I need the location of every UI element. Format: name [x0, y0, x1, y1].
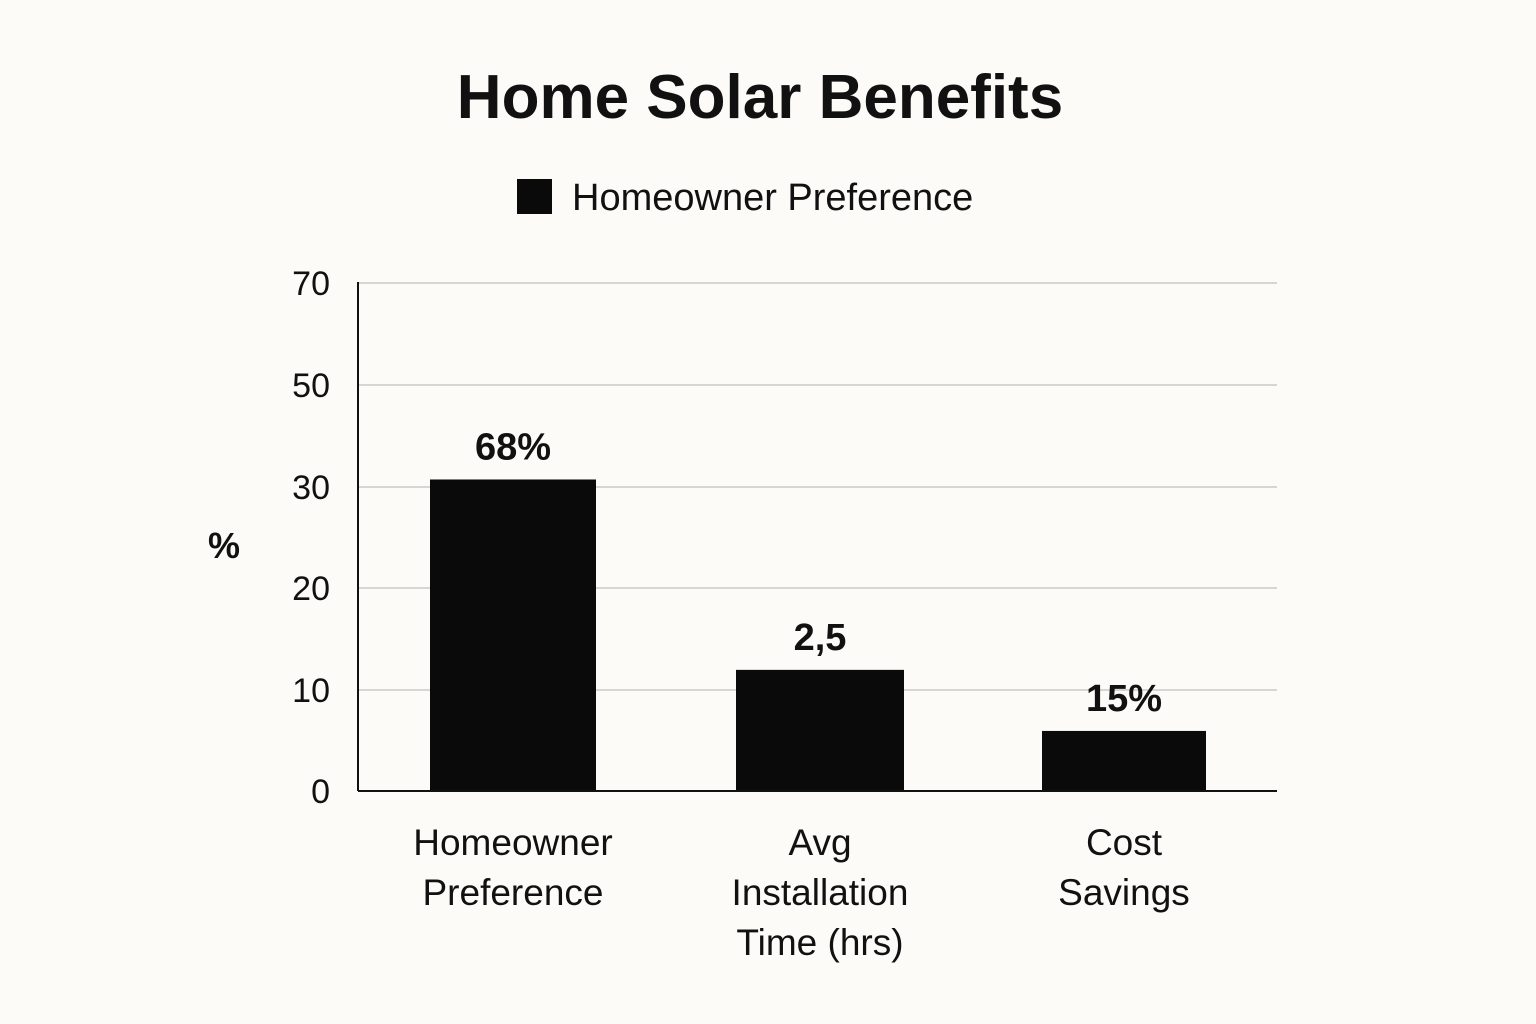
- x-tick-label: Cost Savings: [1058, 822, 1190, 913]
- y-tick-label: 70: [292, 265, 330, 303]
- chart-title: Home Solar Benefits: [457, 63, 1063, 132]
- bar: [1042, 730, 1206, 791]
- x-tick-label: Avg Installation Time (hrs): [732, 822, 909, 963]
- y-tick-label: 50: [292, 367, 330, 405]
- bars: [430, 479, 1206, 791]
- bar-value-label: 15%: [1086, 678, 1162, 720]
- y-tick-label: 0: [311, 773, 330, 811]
- x-tick-label: Homeowner Preference: [413, 822, 612, 913]
- bar-value-label: 68%: [475, 426, 551, 468]
- bar-value-label: 2,5: [794, 617, 847, 659]
- legend-label: Homeowner Preference: [572, 177, 973, 219]
- y-axis-ticks: 0 10 20 30 50 70: [292, 265, 330, 811]
- y-tick-label: 20: [292, 570, 330, 608]
- bar: [736, 669, 904, 791]
- y-tick-label: 10: [292, 672, 330, 710]
- x-axis-ticks: Homeowner Preference Avg Installation Time (…: [413, 822, 1190, 963]
- y-axis-title: %: [208, 525, 240, 566]
- y-tick-label: 30: [292, 469, 330, 507]
- legend-swatch: [517, 179, 552, 214]
- bar: [430, 479, 596, 791]
- data-labels: 68% 2,5 15%: [475, 426, 1162, 719]
- legend: Homeowner Preference: [517, 177, 973, 219]
